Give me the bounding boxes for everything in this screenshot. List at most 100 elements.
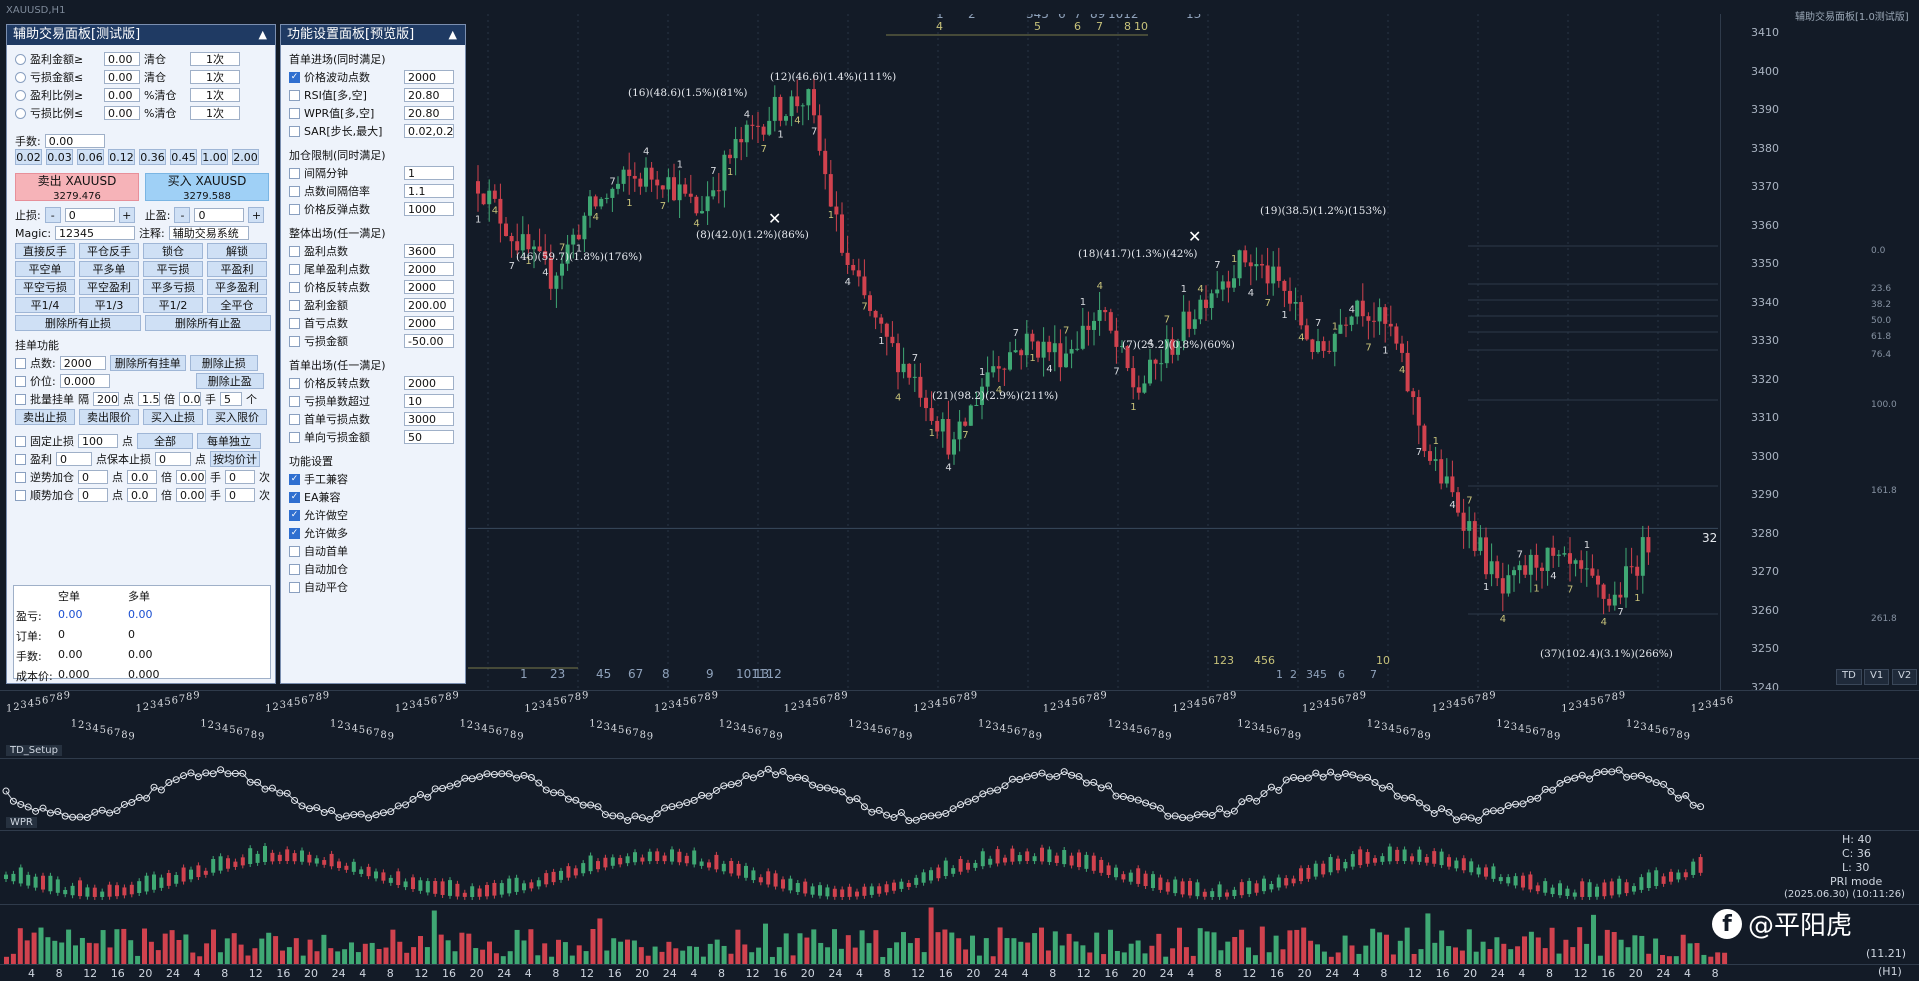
- lot-preset-button[interactable]: 0.12: [108, 149, 135, 165]
- setting-value-input[interactable]: 10: [404, 394, 454, 408]
- action-button[interactable]: 平1/2: [143, 297, 203, 313]
- reverse-add-input[interactable]: 0: [78, 470, 108, 484]
- tp-minus-button[interactable]: -: [174, 207, 191, 223]
- action-button[interactable]: 平亏损: [143, 261, 203, 277]
- lot-preset-button[interactable]: 0.45: [170, 149, 197, 165]
- toggle-checkbox[interactable]: ✓: [289, 491, 300, 503]
- action-button[interactable]: 平1/4: [15, 297, 75, 313]
- setting-checkbox[interactable]: [289, 413, 300, 425]
- price-level-input[interactable]: 0.000: [59, 374, 110, 388]
- setting-value-input[interactable]: 1.1: [404, 184, 454, 198]
- toggle-checkbox[interactable]: ✓: [289, 527, 300, 539]
- sl-minus-button[interactable]: -: [44, 207, 61, 223]
- points-input[interactable]: 2000: [59, 356, 106, 370]
- reverse-add-checkbox[interactable]: [15, 471, 26, 483]
- lot-preset-button[interactable]: 0.03: [46, 149, 73, 165]
- lots-input[interactable]: 0.00: [44, 134, 105, 148]
- setting-value-input[interactable]: 50: [404, 430, 454, 444]
- rule-radio[interactable]: [15, 71, 26, 83]
- setting-checkbox[interactable]: [289, 317, 300, 329]
- rule-radio[interactable]: [15, 107, 26, 119]
- trend-add-input[interactable]: 0: [78, 488, 108, 502]
- rule-count-input[interactable]: 1次: [190, 106, 240, 120]
- setting-checkbox[interactable]: [289, 377, 300, 389]
- action-button[interactable]: 平多亏损: [143, 279, 203, 295]
- collapse-arrow-icon[interactable]: ▲: [448, 28, 457, 41]
- apply-all-button[interactable]: 全部: [137, 433, 193, 449]
- pending-order-button[interactable]: 买入限价: [207, 409, 267, 425]
- buy-button[interactable]: 买入 XAUUSD 3279.588: [145, 173, 269, 202]
- setting-value-input[interactable]: 2000: [404, 262, 454, 276]
- reverse-add-input[interactable]: 0.0: [127, 470, 157, 484]
- rule-radio[interactable]: [15, 89, 26, 101]
- action-button[interactable]: 全平仓: [207, 297, 267, 313]
- trend-add-input[interactable]: 0: [225, 488, 255, 502]
- delete-tp-button[interactable]: 删除止盈: [195, 373, 264, 389]
- fixed-sl-checkbox[interactable]: [15, 435, 26, 447]
- setting-value-input[interactable]: 2000: [404, 70, 454, 84]
- setting-checkbox[interactable]: [289, 167, 300, 179]
- rule-count-input[interactable]: 1次: [190, 70, 240, 84]
- action-button[interactable]: 平多盈利: [207, 279, 267, 295]
- setting-value-input[interactable]: 1: [404, 166, 454, 180]
- setting-checkbox[interactable]: [289, 89, 300, 101]
- setting-value-input[interactable]: 2000: [404, 280, 454, 294]
- view-tab-v2[interactable]: V2: [1892, 669, 1918, 685]
- trend-add-input[interactable]: 0.00: [176, 488, 206, 502]
- setting-value-input[interactable]: 200.00: [404, 298, 454, 312]
- setting-value-input[interactable]: 0.02,0.2: [404, 124, 454, 138]
- setting-checkbox[interactable]: [289, 299, 300, 311]
- pending-order-button[interactable]: 买入止损: [143, 409, 203, 425]
- setting-checkbox[interactable]: [289, 203, 300, 215]
- setting-value-input[interactable]: 2000: [404, 376, 454, 390]
- setting-checkbox[interactable]: [289, 335, 300, 347]
- setting-checkbox[interactable]: [289, 107, 300, 119]
- action-button[interactable]: 平1/3: [79, 297, 139, 313]
- points-checkbox[interactable]: [15, 357, 26, 369]
- setting-checkbox[interactable]: [289, 245, 300, 257]
- rule-value-input[interactable]: 0.00: [104, 106, 140, 120]
- toggle-checkbox[interactable]: [289, 581, 300, 593]
- rule-value-input[interactable]: 0.00: [104, 70, 140, 84]
- profit-input[interactable]: 0: [56, 452, 92, 466]
- action-button[interactable]: 平多单: [79, 261, 139, 277]
- break-even-input[interactable]: 0: [155, 452, 191, 466]
- batch-checkbox[interactable]: [15, 393, 26, 405]
- pt-input[interactable]: 1.5: [138, 392, 160, 406]
- stop-loss-input[interactable]: 0: [64, 208, 115, 222]
- reverse-add-input[interactable]: 0: [225, 470, 255, 484]
- setting-value-input[interactable]: 3000: [404, 412, 454, 426]
- magic-input[interactable]: 12345: [55, 226, 136, 240]
- delete-all-pending-button[interactable]: 删除所有挂单: [109, 355, 186, 371]
- setting-checkbox[interactable]: [289, 125, 300, 137]
- setting-checkbox[interactable]: [289, 185, 300, 197]
- action-button[interactable]: 平仓反手: [79, 243, 139, 259]
- setting-value-input[interactable]: 20.80: [404, 88, 454, 102]
- delete-sl-button[interactable]: 删除止损: [189, 355, 258, 371]
- setting-checkbox[interactable]: [289, 431, 300, 443]
- lot-preset-button[interactable]: 0.02: [15, 149, 42, 165]
- delete-all-tp-button[interactable]: 删除所有止盈: [145, 315, 271, 331]
- action-button[interactable]: 平盈利: [207, 261, 267, 277]
- hand-input[interactable]: 5: [220, 392, 242, 406]
- lot-preset-button[interactable]: 1.00: [201, 149, 228, 165]
- setting-value-input[interactable]: 20.80: [404, 106, 454, 120]
- func-panel-title[interactable]: 功能设置面板[预览版] ▲: [281, 25, 465, 45]
- sell-button[interactable]: 卖出 XAUUSD 3279.476: [15, 173, 139, 202]
- setting-value-input[interactable]: 2000: [404, 316, 454, 330]
- trend-add-input[interactable]: 0.0: [127, 488, 157, 502]
- tp-plus-button[interactable]: +: [248, 207, 265, 223]
- setting-value-input[interactable]: 3600: [404, 244, 454, 258]
- reverse-add-input[interactable]: 0.00: [176, 470, 206, 484]
- lot-preset-button[interactable]: 2.00: [232, 149, 259, 165]
- lot-preset-button[interactable]: 0.36: [139, 149, 166, 165]
- trend-add-checkbox[interactable]: [15, 489, 26, 501]
- toggle-checkbox[interactable]: [289, 545, 300, 557]
- action-button[interactable]: 平空亏损: [15, 279, 75, 295]
- apply-each-button[interactable]: 每单独立: [197, 433, 261, 449]
- take-profit-input[interactable]: 0: [194, 208, 245, 222]
- sl-plus-button[interactable]: +: [118, 207, 135, 223]
- assist-panel-title[interactable]: 辅助交易面板[测试版] ▲: [7, 25, 275, 45]
- gap-input[interactable]: 2000: [93, 392, 119, 406]
- setting-checkbox[interactable]: [289, 395, 300, 407]
